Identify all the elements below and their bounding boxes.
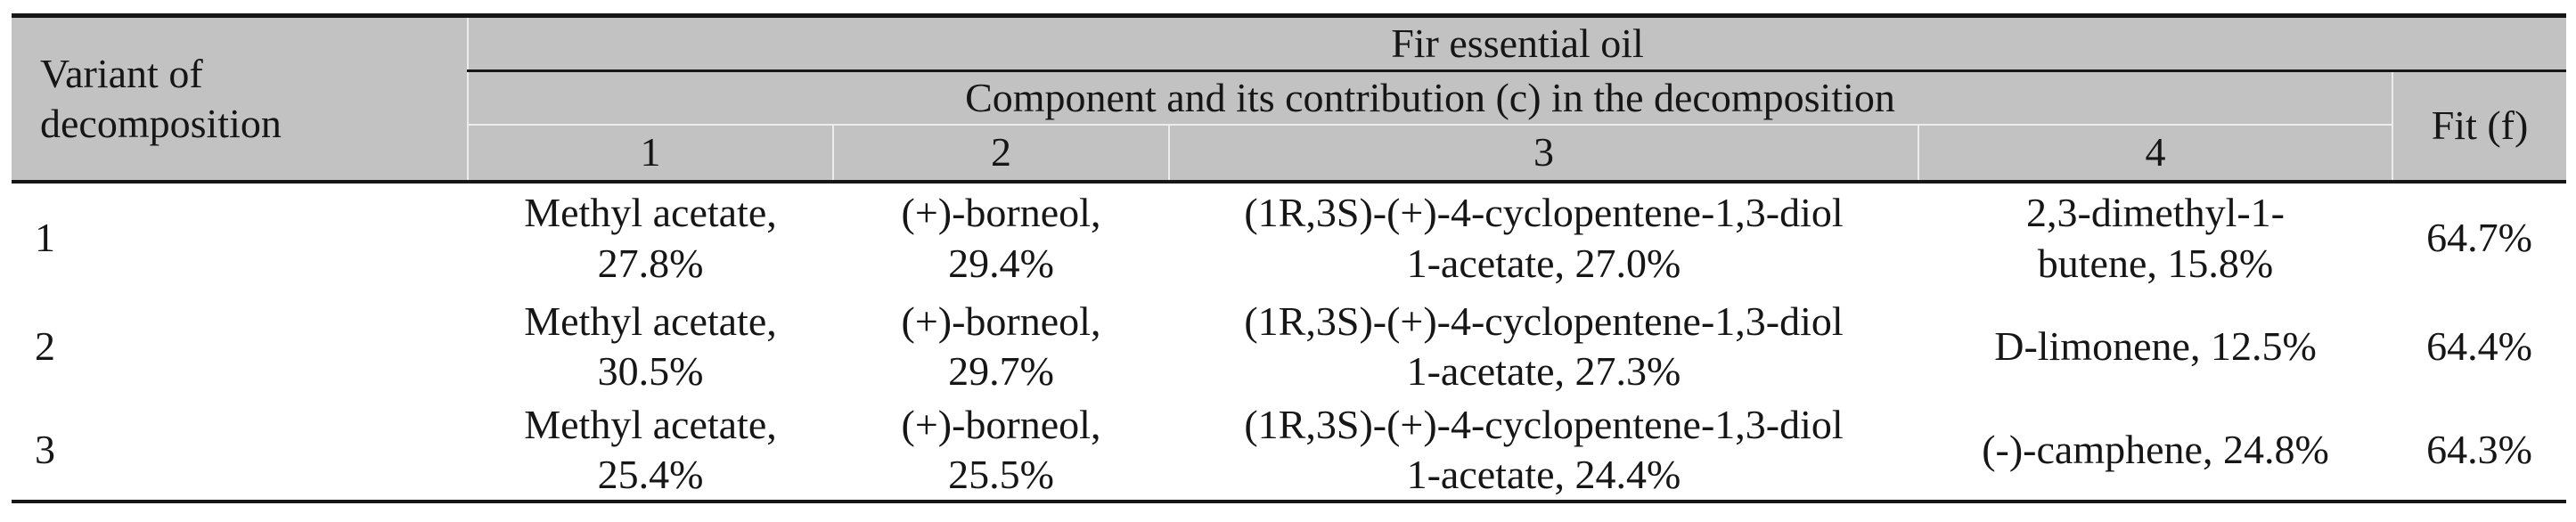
component-cell-2: (+)-borneol, 29.4% bbox=[833, 181, 1169, 294]
table-row: 1 Methyl acetate, 27.8% (+)-borneol, 29.… bbox=[12, 181, 2567, 294]
table-row: 2 Methyl acetate, 30.5% (+)-borneol, 29.… bbox=[12, 293, 2567, 400]
variant-cell: 3 bbox=[12, 399, 468, 503]
group-header-cell: Fir essential oil bbox=[466, 13, 2567, 72]
component-cell-1: Methyl acetate, 27.8% bbox=[468, 181, 833, 294]
fit-cell: 64.4% bbox=[2392, 293, 2567, 400]
variant-cell: 2 bbox=[12, 293, 468, 400]
component-cell-1: Methyl acetate, 25.4% bbox=[468, 399, 833, 503]
fit-cell: 64.3% bbox=[2392, 399, 2567, 503]
header-row-group: Variant of decomposition Fir essential o… bbox=[12, 13, 2567, 184]
component-cell-3: (1R,3S)-(+)-4-cyclopentene-1,3-diol 1-ac… bbox=[1169, 293, 1918, 400]
table-row: 3 Methyl acetate, 25.4% (+)-borneol, 25.… bbox=[12, 399, 2567, 503]
component-cell-4: (-)-camphene, 24.8% bbox=[1918, 399, 2392, 503]
component-cell-3: (1R,3S)-(+)-4-cyclopentene-1,3-diol 1-ac… bbox=[1169, 181, 1918, 294]
table-body: 1 Methyl acetate, 27.8% (+)-borneol, 29.… bbox=[12, 181, 2567, 503]
component-cell-3: (1R,3S)-(+)-4-cyclopentene-1,3-diol 1-ac… bbox=[1169, 399, 1918, 503]
variant-cell: 1 bbox=[12, 181, 468, 294]
corner-header-cell: Variant of decomposition bbox=[12, 13, 468, 184]
component-cell-4: 2,3-dimethyl-1- butene, 15.8% bbox=[1918, 181, 2392, 294]
component-cell-2: (+)-borneol, 25.5% bbox=[833, 399, 1169, 503]
column-number-cell-1: 1 bbox=[467, 124, 833, 184]
header-row-numbers: 1 2 3 4 bbox=[12, 124, 2566, 184]
decomposition-table: Variant of decomposition Fir essential o… bbox=[12, 13, 2567, 503]
fit-header-cell: Fit (f) bbox=[2391, 70, 2567, 184]
column-number-cell-3: 3 bbox=[1168, 124, 1918, 184]
column-number-cell-4: 4 bbox=[1918, 124, 2392, 184]
component-cell-2: (+)-borneol, 29.7% bbox=[833, 293, 1169, 400]
component-cell-1: Methyl acetate, 30.5% bbox=[468, 293, 833, 400]
component-header-cell: Component and its contribution (c) in th… bbox=[467, 70, 2392, 126]
table-header: Variant of decomposition Fir essential o… bbox=[12, 13, 2567, 184]
component-cell-4: D-limonene, 12.5% bbox=[1918, 293, 2392, 400]
column-number-cell-2: 2 bbox=[832, 124, 1169, 184]
fit-cell: 64.7% bbox=[2392, 181, 2567, 294]
header-row-subgroup: Component and its contribution (c) in th… bbox=[12, 70, 2567, 184]
